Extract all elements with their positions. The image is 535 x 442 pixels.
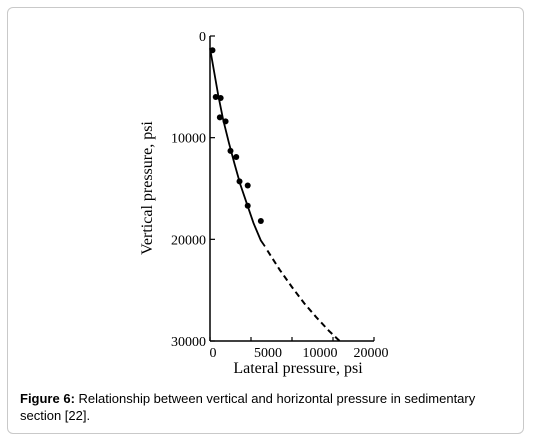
data-point: [227, 147, 234, 154]
data-point: [217, 95, 224, 102]
data-point: [244, 202, 251, 209]
data-point: [222, 118, 229, 125]
y-axis-label: Vertical pressure, psi: [139, 121, 156, 255]
extrapolated-curve: [266, 249, 341, 342]
x-tick-label: 10000: [303, 346, 338, 361]
chart-points: [209, 47, 264, 225]
y-tick-label: 20000: [171, 233, 206, 248]
x-tick-label: 0: [210, 346, 217, 361]
y-tick-label: 0: [199, 30, 206, 45]
data-point: [233, 153, 240, 160]
data-point: [212, 94, 219, 100]
data-point: [244, 182, 251, 189]
x-axis-label: Lateral pressure, psi: [233, 360, 363, 377]
data-point: [257, 218, 264, 225]
y-tick-label: 10000: [171, 132, 206, 147]
y-tick-label: 30000: [171, 335, 206, 350]
x-tick-label: 20000: [354, 346, 389, 361]
chart-ticks: 0 10000 20000 30000 0 5000 10000 20000: [171, 30, 389, 361]
chart-axes: [209, 36, 374, 342]
figure-caption: Figure 6: Relationship between vertical …: [20, 390, 520, 424]
data-point: [236, 178, 243, 185]
figure-frame: [7, 7, 524, 434]
data-point: [216, 114, 223, 121]
trend-curve: [209, 48, 266, 247]
x-tick-label: 5000: [254, 346, 282, 361]
chart-curves: [209, 48, 341, 342]
figure-label: Figure 6:: [20, 391, 75, 406]
figure-caption-text: Relationship between vertical and horizo…: [20, 391, 476, 423]
data-point: [209, 47, 216, 54]
